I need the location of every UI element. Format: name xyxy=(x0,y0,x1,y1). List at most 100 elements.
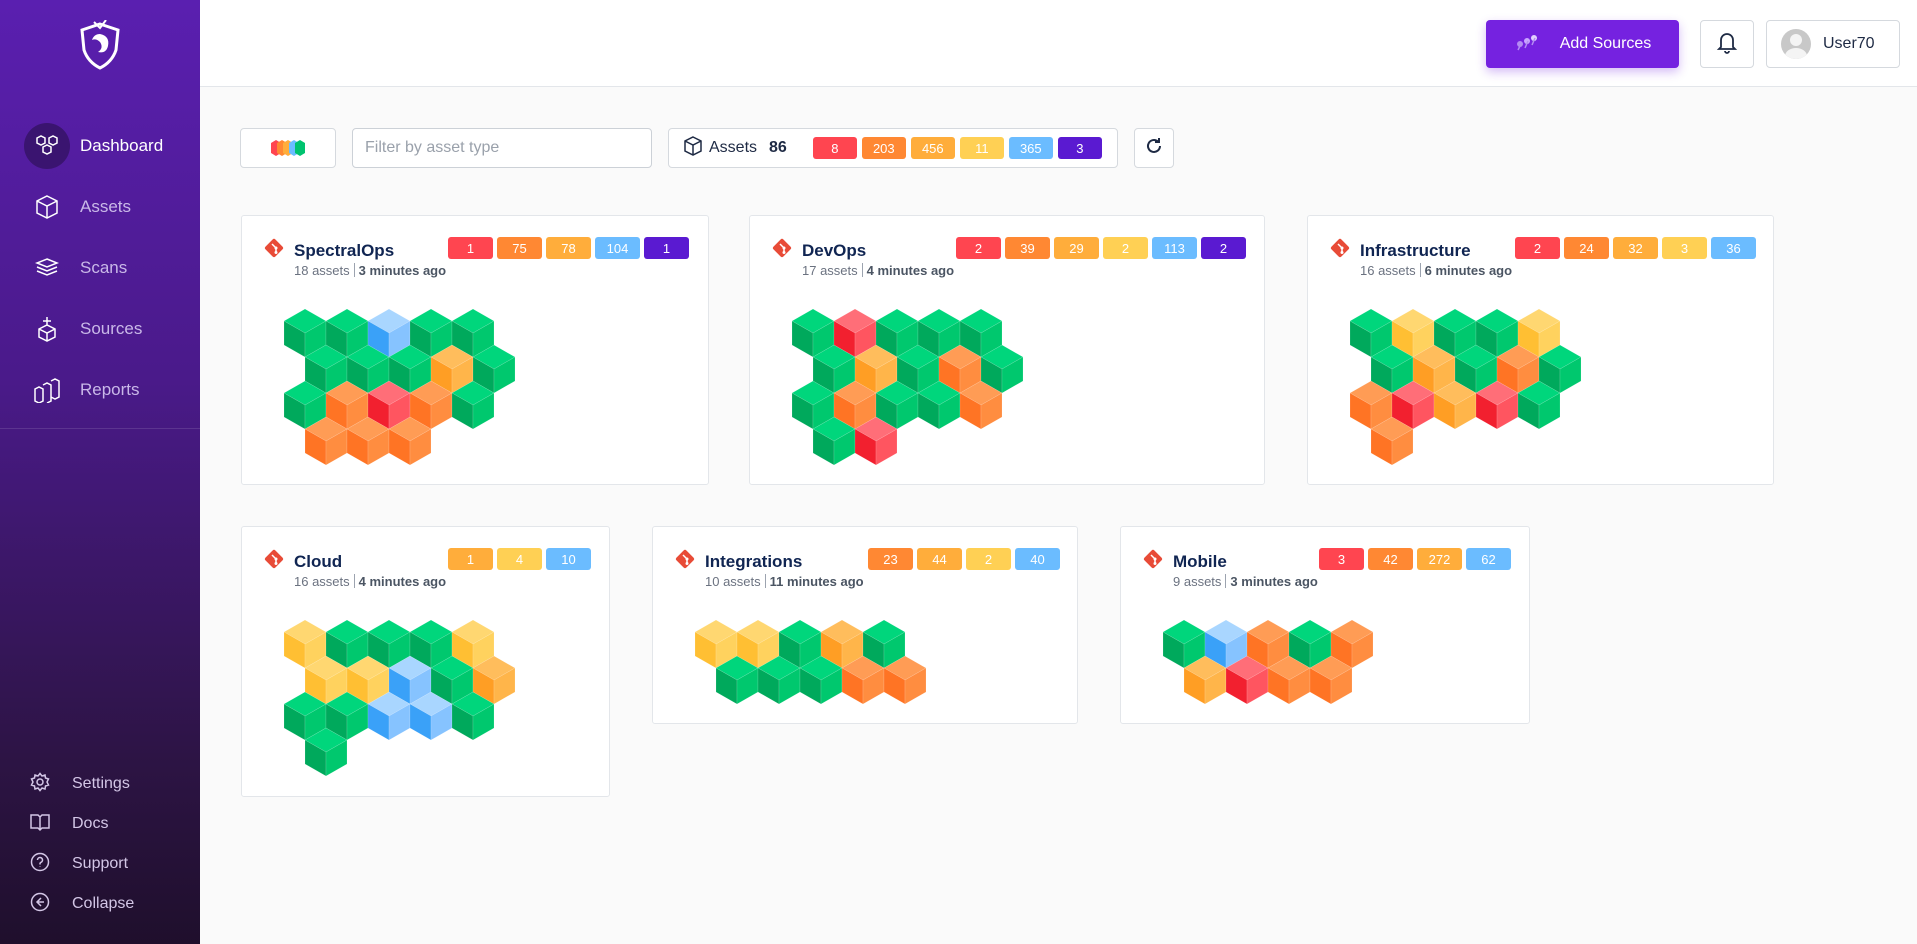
asset-cube-clean[interactable] xyxy=(1433,308,1477,358)
asset-cube-clean[interactable] xyxy=(812,416,856,466)
asset-type-filter-input[interactable] xyxy=(352,128,652,168)
severity-badge-medium[interactable]: 78 xyxy=(546,237,591,259)
asset-cube-clean[interactable] xyxy=(451,691,495,741)
asset-cube-info[interactable] xyxy=(367,691,411,741)
severity-badge-medium[interactable]: 1 xyxy=(448,548,493,570)
severity-badge-high[interactable]: 203 xyxy=(861,137,906,159)
asset-cube-high[interactable] xyxy=(1330,619,1374,669)
asset-cube-critical[interactable] xyxy=(854,416,898,466)
severity-badge-high[interactable]: 39 xyxy=(1005,237,1050,259)
asset-count: 10 assets xyxy=(705,574,761,589)
severity-badge-high[interactable]: 42 xyxy=(1368,548,1413,570)
asset-cube-high[interactable] xyxy=(959,380,1003,430)
asset-cube-high[interactable] xyxy=(1309,655,1353,705)
asset-cube-clean[interactable] xyxy=(409,308,453,358)
source-card[interactable]: DevOps 17 assets 4 minutes ago 2 39 29 2 113 2 xyxy=(749,215,1265,485)
asset-cube-clean[interactable] xyxy=(451,380,495,430)
severity-badge-info[interactable]: 113 xyxy=(1152,237,1197,259)
user-menu-button[interactable]: User70 xyxy=(1766,20,1900,68)
source-title[interactable]: DevOps xyxy=(802,240,867,260)
asset-cube-clean[interactable] xyxy=(917,380,961,430)
asset-cube-clean[interactable] xyxy=(917,308,961,358)
severity-badge-low[interactable]: 2 xyxy=(966,548,1011,570)
source-title[interactable]: Infrastructure xyxy=(1360,240,1471,260)
severity-badge-medium[interactable]: 44 xyxy=(917,548,962,570)
asset-cube-clean[interactable] xyxy=(799,655,843,705)
sidebar-item-sources[interactable]: Sources xyxy=(24,306,200,352)
sidebar-item-collapse[interactable]: Collapse xyxy=(30,889,134,919)
severity-badge-info[interactable]: 10 xyxy=(546,548,591,570)
sidebar-item-docs[interactable]: Docs xyxy=(30,809,108,839)
source-title[interactable]: Cloud xyxy=(294,551,343,571)
severity-badge-low[interactable]: 2 xyxy=(1103,237,1148,259)
severity-badge-medium[interactable]: 456 xyxy=(910,137,955,159)
logo[interactable] xyxy=(78,20,122,70)
severity-badge-medium[interactable]: 29 xyxy=(1054,237,1099,259)
severity-badge-unknown[interactable]: 2 xyxy=(1201,237,1246,259)
asset-cube-clean[interactable] xyxy=(1517,380,1561,430)
bar-cubes-icon xyxy=(24,367,70,413)
source-card[interactable]: Mobile 9 assets 3 minutes ago 3 42 272 62 xyxy=(1120,526,1530,724)
asset-cube-clean[interactable] xyxy=(812,344,856,394)
severity-badge-high[interactable]: 75 xyxy=(497,237,542,259)
asset-cube-medium[interactable] xyxy=(1183,655,1227,705)
asset-cube-clean[interactable] xyxy=(304,727,348,777)
sidebar-item-reports[interactable]: Reports xyxy=(24,367,200,413)
arrow-left-circle-icon xyxy=(30,892,50,917)
sidebar-item-settings[interactable]: Settings xyxy=(30,769,130,799)
severity-badge-low[interactable]: 4 xyxy=(497,548,542,570)
severity-legend-button[interactable] xyxy=(240,128,336,168)
source-card[interactable]: Integrations 10 assets 11 minutes ago 23 4… xyxy=(652,526,1078,724)
severity-badge-critical[interactable]: 1 xyxy=(448,237,493,259)
severity-badge-critical[interactable]: 8 xyxy=(812,137,857,159)
asset-cube-high[interactable] xyxy=(841,655,885,705)
severity-badges: 2 24 32 3 36 xyxy=(1515,237,1760,259)
severity-badge-info[interactable]: 40 xyxy=(1015,548,1060,570)
asset-cube-grid xyxy=(1162,619,1374,705)
severity-badge-unknown[interactable]: 3 xyxy=(1057,137,1102,159)
asset-cube-critical[interactable] xyxy=(1475,380,1519,430)
source-card[interactable]: SpectralOps 18 assets 3 minutes ago 1 75 78… xyxy=(241,215,709,485)
severity-badge-medium[interactable]: 272 xyxy=(1417,548,1462,570)
source-card[interactable]: Cloud 16 assets 4 minutes ago 1 4 10 xyxy=(241,526,610,797)
asset-cube-clean[interactable] xyxy=(980,344,1024,394)
severity-badge-critical[interactable]: 2 xyxy=(956,237,1001,259)
sidebar-item-support[interactable]: Support xyxy=(30,849,128,879)
asset-cube-clean[interactable] xyxy=(757,655,801,705)
asset-cube-critical[interactable] xyxy=(1225,655,1269,705)
source-title[interactable]: Integrations xyxy=(705,551,803,571)
severity-badge-info[interactable]: 62 xyxy=(1466,548,1511,570)
severity-badge-info[interactable]: 365 xyxy=(1008,137,1053,159)
asset-cube-clean[interactable] xyxy=(325,308,369,358)
sidebar-item-scans[interactable]: Scans xyxy=(24,245,200,291)
asset-cube-high[interactable] xyxy=(304,416,348,466)
severity-badge-high[interactable]: 24 xyxy=(1564,237,1609,259)
severity-badge-critical[interactable]: 2 xyxy=(1515,237,1560,259)
asset-cube-info[interactable] xyxy=(409,691,453,741)
asset-cube-clean[interactable] xyxy=(791,308,835,358)
sidebar-item-dashboard[interactable]: Dashboard xyxy=(24,123,200,169)
sidebar-item-assets[interactable]: Assets xyxy=(24,184,200,230)
severity-badge-info[interactable]: 36 xyxy=(1711,237,1756,259)
asset-cube-clean[interactable] xyxy=(715,655,759,705)
add-sources-button[interactable]: Add Sources xyxy=(1486,20,1679,68)
severity-badge-unknown[interactable]: 1 xyxy=(644,237,689,259)
severity-badge-low[interactable]: 11 xyxy=(959,137,1004,159)
severity-badge-medium[interactable]: 32 xyxy=(1613,237,1658,259)
severity-badge-critical[interactable]: 3 xyxy=(1319,548,1364,570)
asset-cube-medium[interactable] xyxy=(1433,380,1477,430)
asset-cube-high[interactable] xyxy=(346,416,390,466)
refresh-button[interactable] xyxy=(1134,128,1174,168)
asset-cube-high[interactable] xyxy=(388,416,432,466)
source-title[interactable]: Mobile xyxy=(1173,551,1227,571)
asset-cube-high[interactable] xyxy=(1370,416,1414,466)
severity-badge-high[interactable]: 23 xyxy=(868,548,913,570)
notifications-button[interactable] xyxy=(1700,20,1754,68)
severity-badge-info[interactable]: 104 xyxy=(595,237,640,259)
asset-cube-high[interactable] xyxy=(883,655,927,705)
asset-cube-high[interactable] xyxy=(1267,655,1311,705)
severity-badge-low[interactable]: 3 xyxy=(1662,237,1707,259)
box-plus-icon xyxy=(24,306,70,352)
source-title[interactable]: SpectralOps xyxy=(294,240,395,260)
